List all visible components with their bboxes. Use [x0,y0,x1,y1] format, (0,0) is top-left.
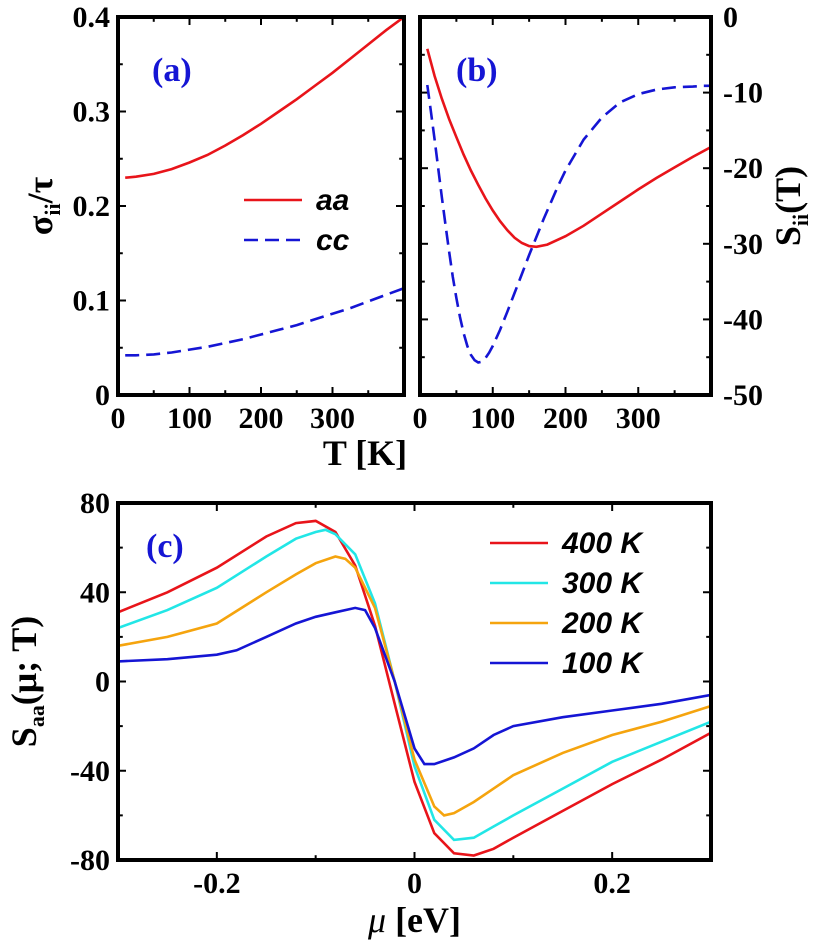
y-tick-label: 0.4 [73,1,111,34]
x-tick-label: 200 [543,402,588,435]
legend-label: cc [316,224,350,257]
x-tick-label: 200 [239,402,284,435]
series-line [118,519,711,857]
plot-frame [418,15,713,397]
panel-a: 0 100 200 300 0 0.1 0.2 0.3 0.4 (a) σii/τ aa cc [20,1,406,435]
y-tick-label: -10 [723,77,763,110]
series-line [125,286,404,357]
y-axis-title: Sii(T) [768,166,813,246]
x-tick-label: 0.2 [593,867,631,900]
x-tick-label: 100 [470,402,515,435]
x-axis-title: μ [eV] [367,900,461,940]
y-tick-label: -80 [70,844,110,877]
y-tick-label: -30 [723,228,763,261]
y-tick-label: 0 [95,379,110,412]
shared-x-axis-title: T [K] [323,433,407,473]
panel-b: 0 100 200 300 -50 -40 -30 -20 -10 0 (b) Sii(T) [413,1,814,435]
y-tick-label: 0 [95,666,110,699]
legend-label: 300 K [562,567,644,600]
y-tick-label: -20 [723,152,763,185]
x-tick-label: 0 [111,402,126,435]
series-line [426,48,711,249]
x-tick-label: 300 [616,402,661,435]
y-tick-label: 0.3 [73,96,111,129]
y-tick-label: 0.2 [73,190,111,223]
legend-label: 200 K [561,607,644,640]
y-tick-label: 0.1 [73,285,111,318]
series-line [125,17,404,179]
x-tick-label: 0 [413,402,428,435]
x-tick-label: 300 [310,402,355,435]
panel-label: (b) [456,52,498,89]
x-tick-label: 0 [407,867,422,900]
panel-label: (c) [146,528,184,565]
y-tick-label: -50 [723,379,763,412]
series-line [118,555,711,817]
plot-frame [116,501,713,862]
y-tick-label: -40 [723,303,763,336]
y-tick-label: 40 [80,576,110,609]
panel-label: (a) [152,52,192,89]
panel-c: -0.2 0 0.2 -80 -40 0 40 80 (c) Saa(μ; T) μ [eV] 400… [4,487,713,940]
y-tick-label: -40 [70,755,110,788]
plot-frame [116,15,406,397]
y-axis-title: Saa(μ; T) [4,616,49,747]
series-line [118,606,711,766]
legend-label: aa [316,184,349,217]
legend-label: 100 K [562,647,644,680]
y-tick-label: 80 [80,487,110,520]
x-tick-label: -0.2 [193,867,241,900]
y-axis-title: σii/τ [20,176,65,235]
y-tick-label: 0 [723,1,738,34]
series-line [426,84,711,364]
x-tick-label: 100 [167,402,212,435]
legend-label: 400 K [561,527,644,560]
